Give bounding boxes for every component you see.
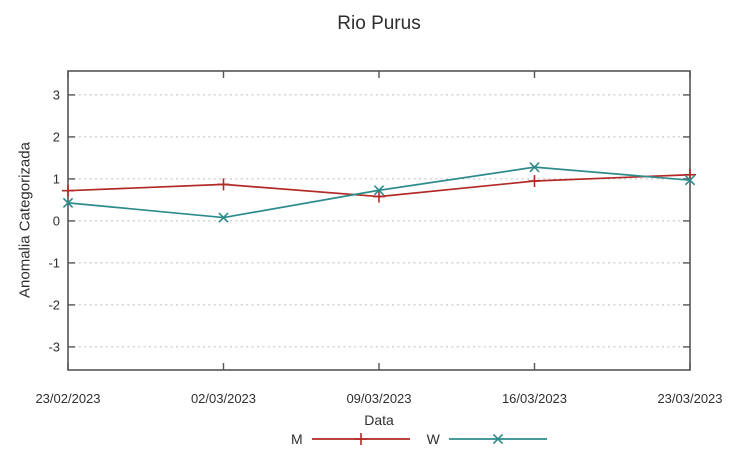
series-W-cross-marker	[218, 212, 229, 223]
legend-cross-marker	[492, 433, 504, 445]
series-W-cross-marker	[684, 175, 696, 186]
legend-label-w: W	[426, 431, 440, 447]
x-tick-label: 23/02/2023	[35, 391, 100, 406]
legend-sample-w-line-icon	[448, 433, 547, 445]
legend-label-m: M	[291, 431, 303, 447]
y-tick-label: -3	[48, 339, 60, 354]
x-tick-label: 23/03/2023	[657, 391, 722, 406]
series-W-cross-marker	[62, 197, 74, 209]
legend: M W	[291, 431, 548, 447]
y-tick-label: 0	[53, 213, 60, 228]
y-tick-label: 2	[53, 129, 60, 144]
x-axis-label: Data	[364, 412, 394, 428]
series-W-cross-marker	[373, 185, 385, 196]
series-W-cross-marker	[529, 162, 540, 173]
chart-title: Rio Purus	[337, 13, 421, 34]
x-tick-label: 09/03/2023	[346, 391, 411, 406]
plot-border	[67, 70, 691, 371]
x-tick-label: 16/03/2023	[502, 391, 567, 406]
y-tick-label: -1	[48, 255, 60, 270]
x-tick-label: 02/03/2023	[191, 391, 256, 406]
y-tick-label: -2	[48, 297, 60, 312]
y-tick-label: 3	[53, 87, 60, 102]
legend-sample-m-line-icon	[311, 433, 410, 445]
y-tick-label: 1	[53, 171, 60, 186]
